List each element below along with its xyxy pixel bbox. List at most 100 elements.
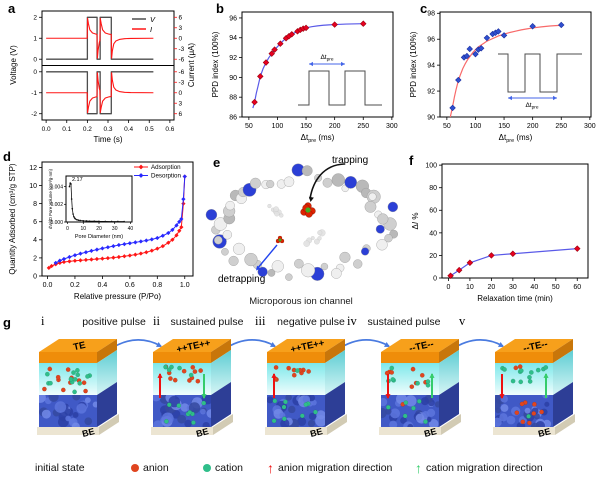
svg-text:0.8: 0.8	[152, 282, 162, 289]
trapped-ion	[300, 202, 316, 218]
svg-text:Quantity Adsorbed (cm³/g STP): Quantity Adsorbed (cm³/g STP)	[8, 163, 17, 274]
panel-b: 50 100 150 200 250 300 86 88 90 92 94 96 PPD index (…	[206, 4, 400, 150]
svg-text:80: 80	[429, 185, 437, 192]
svg-text:6: 6	[179, 15, 183, 22]
anion-dot-icon	[131, 464, 139, 472]
svg-text:90: 90	[229, 75, 237, 82]
legend-cation-migration-label: cation migration direction	[426, 462, 543, 474]
svg-text:Voltage (V): Voltage (V)	[9, 45, 18, 85]
svg-text:60: 60	[573, 284, 581, 291]
legend-anion: anion	[131, 462, 169, 474]
svg-text:0: 0	[433, 275, 437, 282]
state-numeral-1: i	[41, 314, 45, 328]
te-label: TE	[72, 340, 86, 353]
svg-text:10: 10	[466, 284, 474, 291]
svg-text:0.000: 0.000	[50, 220, 63, 226]
data-line	[449, 24, 562, 118]
svg-text:96: 96	[427, 37, 435, 44]
te-label: --TE--	[522, 339, 549, 355]
svg-text:2.17: 2.17	[72, 177, 83, 183]
be-label: BE	[195, 426, 210, 439]
svg-text:86: 86	[229, 114, 237, 121]
state-numeral-5: v	[459, 314, 466, 328]
svg-text:1.0: 1.0	[180, 282, 190, 289]
svg-text:94: 94	[427, 63, 435, 70]
svg-text:0: 0	[66, 226, 69, 232]
svg-text:I: I	[150, 25, 152, 34]
panel-c: 50 100 150 200 250 300 90 92 94 96 98 PPD index (10…	[404, 4, 598, 150]
svg-text:250: 250	[357, 123, 369, 130]
svg-text:-3: -3	[179, 46, 185, 53]
svg-text:200: 200	[329, 123, 341, 130]
svg-text:0.6: 0.6	[125, 282, 135, 289]
legend-anion-migration: ↑ anion migration direction	[267, 460, 393, 476]
svg-text:0: 0	[33, 273, 37, 280]
transition-label-2: sustained pulse	[170, 316, 244, 328]
svg-text:4: 4	[33, 237, 37, 244]
channel-caption: Microporous ion channel	[249, 296, 353, 307]
transition-label-4: sustained pulse	[367, 316, 441, 328]
svg-text:3: 3	[179, 101, 183, 108]
svg-text:30: 30	[509, 284, 517, 291]
chart-d-isotherm: 0.0 0.2 0.4 0.6 0.8 1.0 0 2 4 6 8 10 12 Adsorption Des…	[8, 161, 194, 301]
svg-text:Δtpre (ms): Δtpre (ms)	[301, 133, 335, 144]
svg-text:0.4: 0.4	[98, 282, 108, 289]
state-numeral-2: ii	[153, 314, 160, 328]
panel-label-c: c	[420, 1, 428, 16]
chart-f-relaxation: 0 10 20 30 40 50 60 0 20 40 60 80 100 ΔI % Relaxation …	[411, 163, 589, 303]
panel-label-d: d	[3, 149, 11, 164]
svg-text:Time (s): Time (s)	[93, 135, 122, 144]
svg-text:Relaxation time (min): Relaxation time (min)	[477, 294, 553, 303]
svg-text:10: 10	[81, 226, 87, 232]
svg-text:40: 40	[429, 230, 437, 237]
svg-text:-6: -6	[179, 69, 185, 76]
svg-text:200: 200	[527, 123, 539, 130]
te-label: --TE--	[408, 339, 435, 355]
panel-label-f: f	[409, 153, 414, 168]
detrapping-ion	[275, 235, 285, 244]
panel-label-a: a	[8, 1, 16, 16]
current-trace	[46, 72, 154, 114]
svg-text:0: 0	[33, 57, 37, 64]
current-trace	[46, 17, 154, 59]
svg-text:-6: -6	[179, 57, 185, 64]
svg-text:20: 20	[429, 253, 437, 260]
svg-text:300: 300	[386, 123, 398, 130]
transition-label-1: positive pulse	[82, 316, 146, 328]
svg-text:150: 150	[300, 123, 312, 130]
svg-text:40: 40	[530, 284, 538, 291]
legend-cation-migration: ↑ cation migration direction	[415, 461, 543, 475]
svg-text:PPD index (100%): PPD index (100%)	[211, 31, 220, 97]
device-state-iii: ++TE++BE	[265, 338, 347, 439]
svg-text:96: 96	[229, 15, 237, 22]
svg-text:-3: -3	[179, 80, 185, 87]
anion-migration-arrow-icon: ↑	[267, 460, 274, 476]
transition-label-3: negative pulse	[277, 316, 345, 328]
state-numeral-3: iii	[255, 314, 266, 328]
svg-text:0.2: 0.2	[83, 126, 92, 133]
svg-text:250: 250	[555, 123, 567, 130]
chart-b-ppd-index: 50 100 150 200 250 300 86 88 90 92 94 96 PPD index (…	[211, 11, 398, 144]
svg-text:V: V	[150, 15, 156, 24]
svg-text:90: 90	[427, 114, 435, 121]
svg-text:300: 300	[584, 123, 596, 130]
svg-text:2: 2	[33, 15, 37, 22]
legend-anion-migration-label: anion migration direction	[278, 462, 393, 474]
panel-label-b: b	[216, 1, 224, 16]
svg-text:Relative pressure (P/Po): Relative pressure (P/Po)	[74, 292, 161, 301]
svg-text:0: 0	[446, 284, 450, 291]
svg-text:-1: -1	[31, 90, 37, 97]
be-label: BE	[81, 426, 96, 439]
svg-text:-2: -2	[31, 111, 37, 118]
svg-text:3: 3	[179, 25, 183, 32]
device-state-iv: --TE-- BE	[379, 339, 461, 439]
svg-text:50: 50	[245, 123, 253, 130]
svg-text:1: 1	[33, 36, 37, 43]
svg-text:0.4: 0.4	[124, 126, 133, 133]
chart-a-voltage-current: 0.0 0.1 0.2 0.3 0.4 0.5 0.6 0 1 2 6 3 0 -3 -6 0 -1 -2 6 3 0 -…	[9, 10, 196, 144]
trapping-arrow-icon	[309, 163, 345, 200]
svg-text:0: 0	[179, 36, 183, 43]
panel-f: 0 10 20 30 40 50 60 0 20 40 60 80 100 ΔI % Relaxation …	[402, 152, 596, 314]
svg-text:50: 50	[443, 123, 451, 130]
